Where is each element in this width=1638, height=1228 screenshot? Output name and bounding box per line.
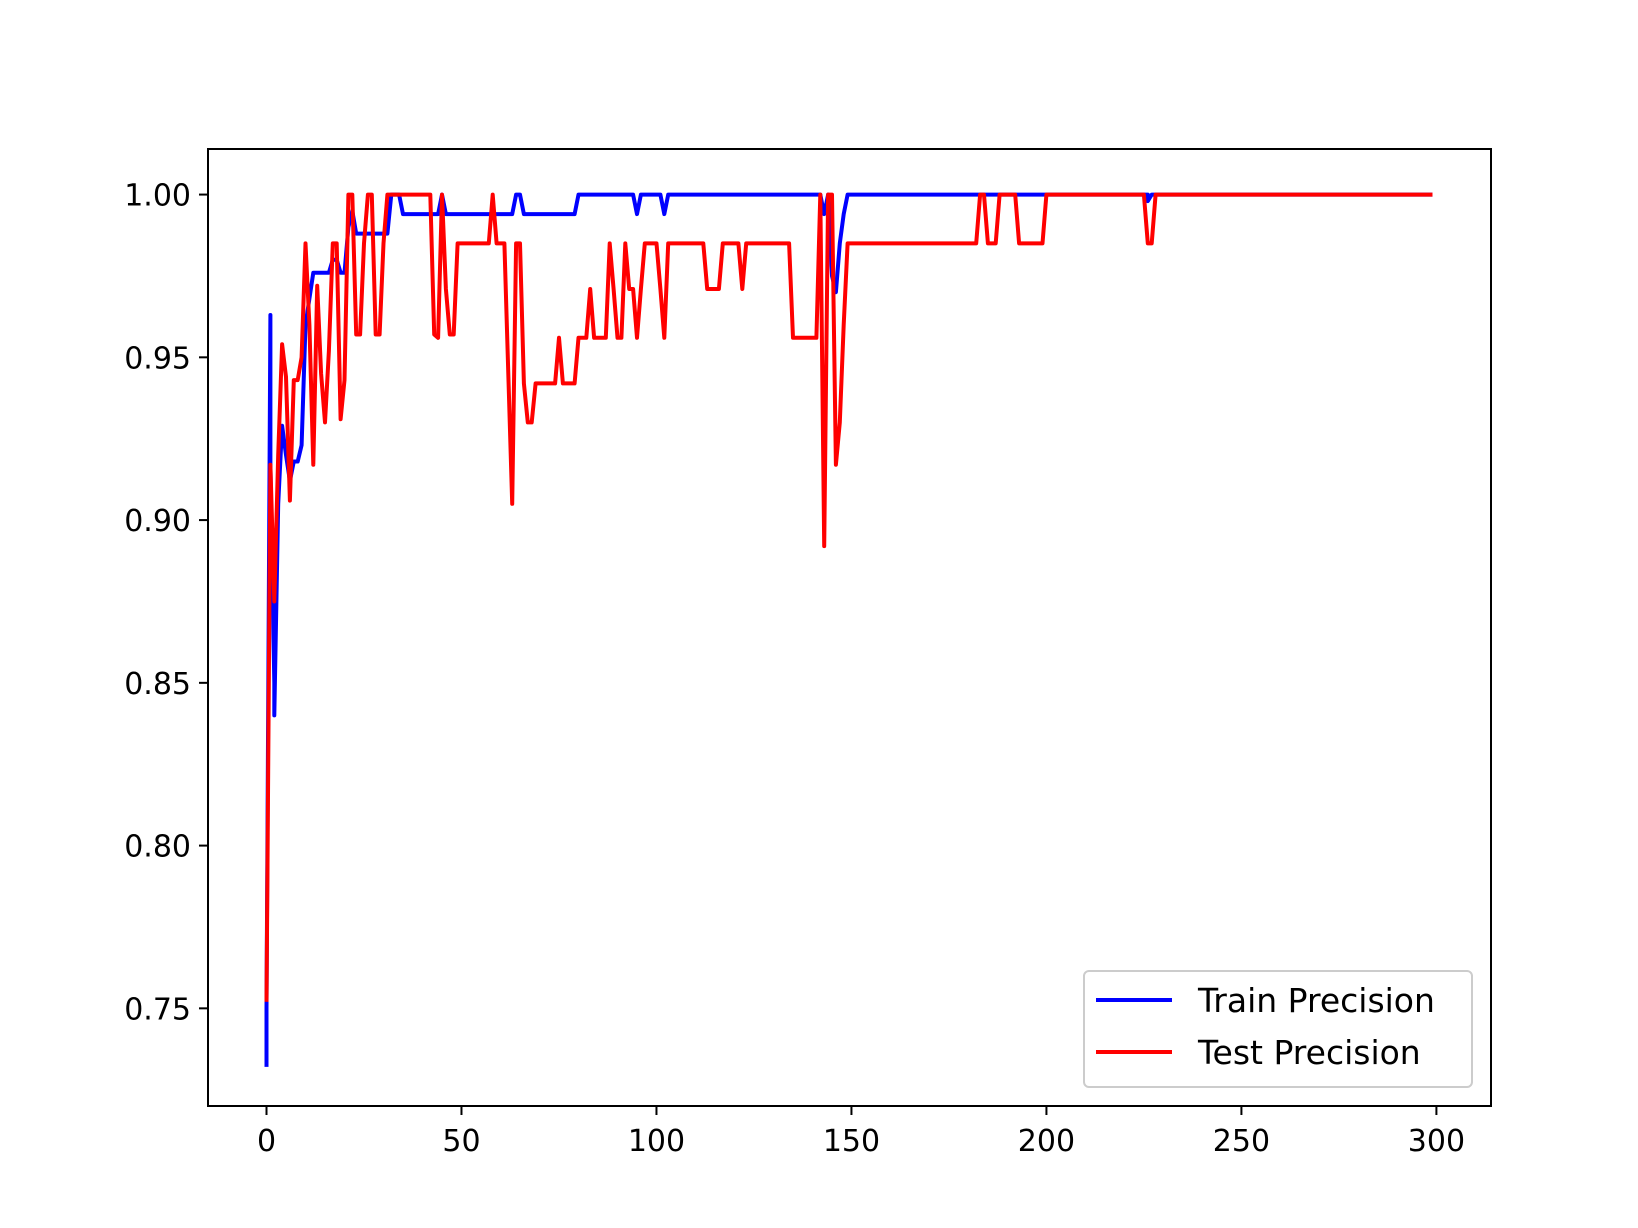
y-tick-label: 0.85 (124, 667, 191, 702)
y-tick-label: 0.90 (124, 504, 191, 539)
y-tick-label: 0.75 (124, 992, 191, 1027)
y-tick-label: 0.80 (124, 830, 191, 865)
y-tick-label: 1.00 (124, 179, 191, 214)
plot-area-frame (207, 148, 1492, 1107)
x-tick-label: 100 (628, 1124, 685, 1159)
y-tick-label: 0.95 (124, 341, 191, 376)
x-tick-label: 300 (1408, 1124, 1465, 1159)
legend-label-train-precision: Train Precision (1197, 981, 1435, 1020)
legend-box (1083, 970, 1473, 1088)
x-tick-label: 0 (257, 1124, 276, 1159)
x-tick-label: 150 (823, 1124, 880, 1159)
series-line-test-precision (264, 192, 1433, 1002)
x-tick-label: 250 (1213, 1124, 1270, 1159)
x-tick-label: 200 (1018, 1124, 1075, 1159)
x-tick-label: 50 (442, 1124, 480, 1159)
legend: Train Precision Test Precision (1083, 970, 1473, 1088)
legend-label-test-precision: Test Precision (1197, 1033, 1421, 1072)
